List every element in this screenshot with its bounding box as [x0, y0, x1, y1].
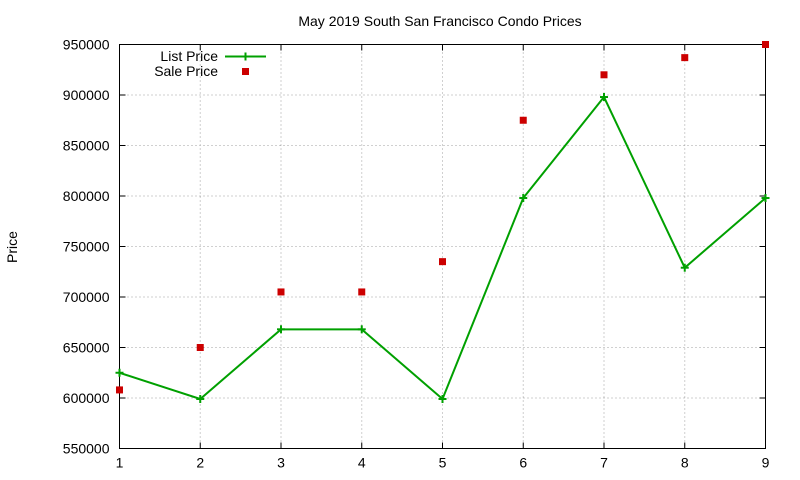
- series-line-list-price: [119, 95, 767, 401]
- y-tick-label: 600000: [63, 390, 110, 406]
- point-list-price: [438, 395, 447, 404]
- point-sale-price: [762, 41, 769, 48]
- point-list-price: [357, 325, 366, 334]
- x-tick-label: 4: [358, 455, 366, 471]
- point-list-price: [600, 93, 608, 102]
- point-sale-price: [277, 288, 285, 296]
- legend: List Price Sale Price: [154, 48, 266, 79]
- point-sale-price: [439, 258, 446, 266]
- point-sale-price: [358, 288, 366, 296]
- gridlines: [119, 44, 766, 449]
- x-tick-label: 2: [196, 455, 204, 471]
- y-tick-label: 700000: [63, 289, 110, 305]
- x-tick-label: 3: [277, 455, 285, 471]
- x-tick-label: 9: [762, 455, 770, 471]
- point-sale-price: [600, 71, 608, 79]
- legend-label-sale-price: Sale Price: [154, 63, 218, 79]
- legend-marker-list-price: [241, 52, 250, 61]
- point-list-price: [761, 194, 770, 203]
- chart-title: May 2019 South San Francisco Condo Price…: [298, 13, 581, 29]
- legend-label-list-price: List Price: [160, 48, 218, 64]
- point-sale-price: [519, 116, 527, 124]
- point-sale-price: [196, 344, 204, 351]
- point-list-price: [196, 395, 205, 404]
- y-tick-label: 950000: [63, 37, 110, 53]
- y-axis: 550000 600000 650000 700000 750000 800000 8500…: [63, 37, 766, 457]
- legend-marker-sale-price: [242, 68, 249, 75]
- x-tick-label: 8: [681, 455, 689, 471]
- y-tick-label: 800000: [63, 188, 110, 204]
- x-tick-label: 1: [116, 455, 124, 471]
- x-axis: 1 2 3 4 5 6 7 8 9: [116, 44, 770, 471]
- point-sale-price: [116, 386, 123, 394]
- y-tick-label: 750000: [63, 239, 110, 255]
- x-tick-label: 6: [519, 455, 527, 471]
- y-tick-label: 650000: [63, 340, 110, 356]
- point-list-price: [277, 325, 285, 334]
- y-tick-label: 900000: [63, 87, 110, 103]
- y-tick-label: 850000: [63, 138, 110, 154]
- x-tick-label: 5: [439, 455, 447, 471]
- point-list-price: [115, 368, 124, 377]
- point-list-price: [519, 194, 528, 203]
- series-layer: [115, 41, 770, 404]
- x-tick-label: 7: [600, 455, 608, 471]
- y-tick-label: 550000: [63, 441, 110, 457]
- y-axis-label: Price: [4, 231, 20, 263]
- point-sale-price: [681, 54, 689, 62]
- point-list-price: [680, 263, 689, 272]
